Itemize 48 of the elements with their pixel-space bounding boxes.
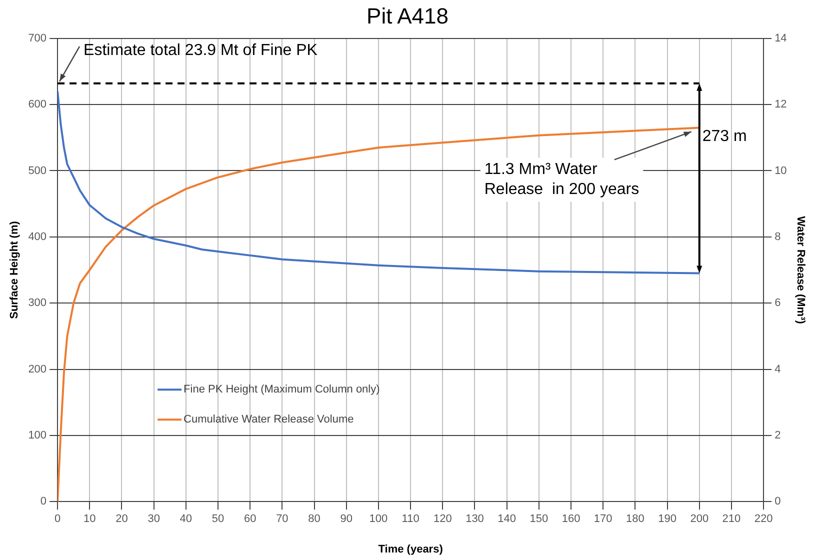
- y2-tick-label: 10: [774, 164, 787, 177]
- x-tick-label: 0: [54, 513, 61, 526]
- y2-axis-title: Water Release (Mm³): [794, 216, 806, 324]
- x-tick-label: 60: [244, 513, 256, 526]
- x-tick-label: 80: [308, 513, 320, 526]
- x-tick-label: 170: [594, 513, 612, 526]
- y-tick-label: 300: [28, 297, 47, 310]
- annotation: 11.3 Mm³ Water Release in 200 years: [484, 161, 640, 198]
- y-tick-label: 200: [28, 363, 47, 376]
- x-tick-label: 180: [626, 513, 644, 526]
- x-tick-label: 110: [402, 513, 420, 526]
- y2-tick-label: 8: [774, 230, 781, 243]
- x-tick-label: 200: [690, 513, 709, 526]
- y-axis-title: Surface Height (m): [8, 220, 21, 319]
- y2-tick-label: 0: [774, 496, 781, 508]
- x-tick-label: 160: [562, 513, 580, 526]
- y-tick-label: 400: [28, 230, 47, 243]
- x-tick-label: 100: [369, 513, 388, 526]
- x-tick-label: 70: [276, 513, 288, 526]
- y2-tick-label: 6: [774, 297, 781, 310]
- y2-tick-label: 14: [774, 32, 787, 44]
- y-tick-label: 700: [28, 32, 47, 44]
- x-tick-label: 190: [658, 513, 676, 526]
- x-tick-label: 210: [722, 513, 741, 526]
- x-tick-label: 220: [754, 513, 773, 526]
- x-tick-label: 140: [498, 513, 516, 526]
- x-tick-label: 30: [148, 513, 160, 526]
- x-tick-label: 120: [433, 513, 452, 526]
- ref-line-label: Estimate total 23.9 Mt of Fine PK: [84, 42, 318, 59]
- legend-label: Cumulative Water Release Volume: [184, 414, 354, 426]
- x-tick-label: 40: [180, 513, 192, 526]
- x-tick-label: 20: [116, 513, 128, 526]
- y-tick-label: 500: [28, 164, 47, 177]
- y2-tick-label: 4: [774, 363, 781, 376]
- x-tick-label: 90: [340, 513, 352, 526]
- y2-tick-label: 2: [774, 429, 781, 442]
- x-tick-label: 150: [530, 513, 548, 526]
- x-tick-label: 10: [84, 513, 96, 526]
- annotation: 273 m: [702, 128, 747, 145]
- y-tick-label: 100: [28, 429, 47, 442]
- x-tick-label: 130: [466, 513, 484, 526]
- x-tick-label: 50: [212, 513, 224, 526]
- y-tick-label: 600: [28, 98, 47, 111]
- legend-label: Fine PK Height (Maximum Column only): [184, 384, 380, 396]
- chart-title: Pit A418: [366, 3, 448, 28]
- y-tick-label: 0: [40, 496, 47, 508]
- x-axis-title: Time (years): [378, 543, 444, 556]
- y2-tick-label: 12: [774, 98, 787, 111]
